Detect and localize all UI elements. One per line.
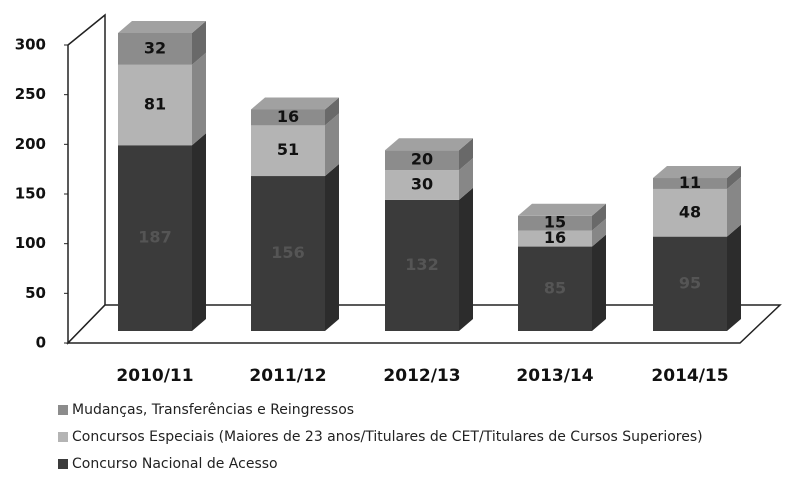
- bar-side: [325, 164, 339, 331]
- bar-side: [459, 138, 473, 171]
- bar-segment: [385, 199, 459, 331]
- bar-top: [251, 97, 339, 110]
- bar-top: [118, 21, 206, 33]
- y-tick-label: 200: [15, 135, 46, 153]
- y-tick-label: 50: [25, 284, 46, 302]
- data-label: 16: [544, 228, 566, 247]
- bar-side: [727, 176, 741, 237]
- bar-side: [325, 97, 339, 126]
- bar-segment: [385, 170, 459, 200]
- data-label: 51: [277, 140, 299, 159]
- bar-segment: [653, 188, 727, 237]
- legend-swatch: [58, 405, 68, 415]
- data-label: 48: [679, 202, 701, 221]
- x-tick-label: 2014/15: [651, 366, 728, 386]
- y-tick-label: 0: [36, 334, 46, 352]
- legend-label: Concursos Especiais (Maiores de 23 anos/…: [72, 429, 703, 445]
- bar-segment: [518, 230, 592, 247]
- bar-segment: [653, 236, 727, 331]
- data-label: 20: [411, 150, 433, 169]
- bar-segment: [385, 150, 459, 171]
- bar-segment: [251, 176, 325, 331]
- bar-segment: [118, 33, 192, 65]
- bar-side: [192, 133, 206, 331]
- x-tick-label: 2011/12: [249, 366, 326, 386]
- bar-segment: [518, 246, 592, 331]
- bar-segment: [518, 215, 592, 231]
- bar-side: [192, 21, 206, 65]
- bar-segment: [653, 178, 727, 189]
- y-tick-label: 250: [15, 85, 46, 103]
- data-label: 95: [679, 273, 701, 292]
- x-tick-label: 2013/14: [516, 366, 593, 386]
- bar-side: [192, 52, 206, 146]
- legend-swatch: [58, 432, 68, 442]
- bar-side: [727, 166, 741, 189]
- bar-side: [459, 187, 473, 331]
- side-wall: [67, 13, 106, 345]
- bar-side: [325, 113, 339, 177]
- bar-top: [518, 203, 606, 216]
- bar-top: [653, 166, 741, 179]
- data-label: 15: [544, 213, 566, 232]
- y-tick-label: 100: [15, 234, 46, 252]
- bar-side: [459, 158, 473, 200]
- bar-side: [592, 234, 606, 331]
- data-label: 32: [144, 38, 166, 57]
- x-tick-label: 2010/11: [116, 366, 193, 386]
- data-label: 16: [277, 107, 299, 126]
- legend-label: Mudanças, Transferências e Reingressos: [72, 402, 354, 418]
- bar-top: [385, 138, 473, 151]
- legend-swatch: [58, 459, 68, 469]
- bar-side: [592, 218, 606, 247]
- bar-segment: [251, 109, 325, 126]
- bar-segment: [118, 64, 192, 146]
- data-label: 30: [411, 174, 433, 193]
- data-label: 11: [679, 173, 701, 192]
- bar-side: [727, 224, 741, 331]
- bar-segment: [118, 145, 192, 331]
- data-label: 187: [138, 228, 171, 247]
- data-label: 85: [544, 278, 566, 297]
- x-tick-label: 2012/13: [383, 366, 460, 386]
- legend-label: Concurso Nacional de Acesso: [72, 456, 278, 472]
- bar-side: [592, 203, 606, 231]
- y-tick-label: 150: [15, 185, 46, 203]
- data-label: 156: [271, 243, 304, 262]
- bar-segment: [251, 125, 325, 177]
- data-label: 132: [405, 255, 438, 274]
- y-tick-label: 300: [15, 36, 46, 54]
- data-label: 81: [144, 95, 166, 114]
